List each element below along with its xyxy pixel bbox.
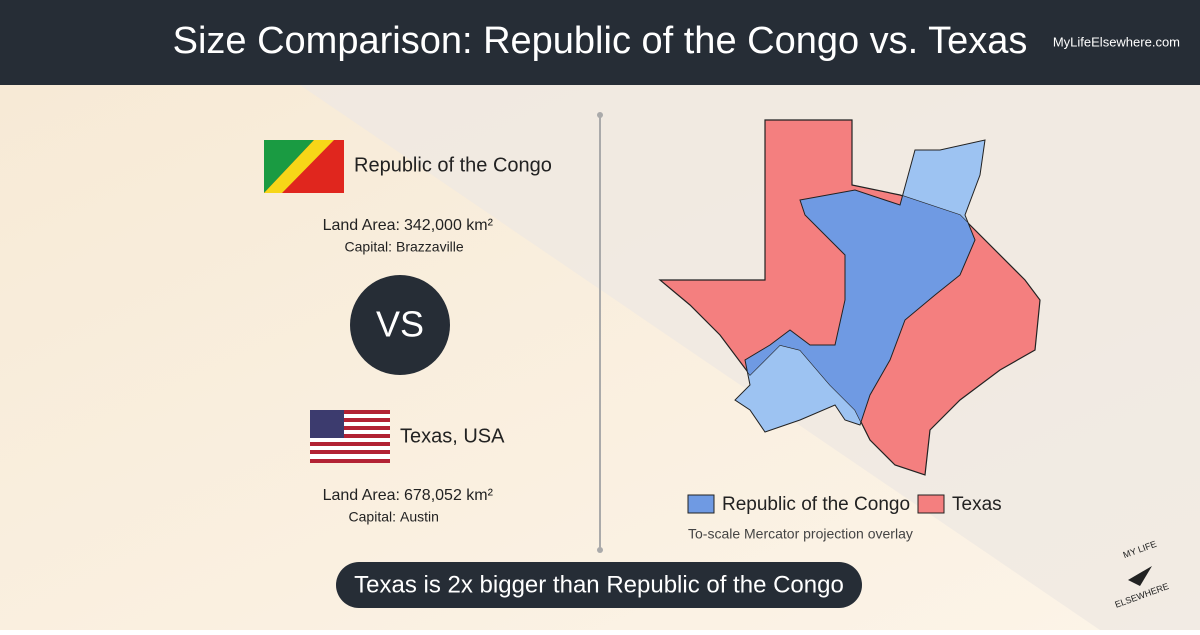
header xyxy=(0,0,1200,85)
legend-label: Republic of the Congo xyxy=(722,494,910,515)
capital-label: Capital: xyxy=(349,509,396,525)
place-name: Republic of the Congo xyxy=(354,154,552,176)
land-area: 342,000 km² xyxy=(404,217,494,234)
legend-swatch xyxy=(917,494,945,514)
title: Size Comparison: Republic of the Congo v… xyxy=(173,20,1028,62)
place-name: Texas, USA xyxy=(400,425,505,447)
land-area-label: Land Area: xyxy=(323,487,400,504)
land-area-label: Land Area: xyxy=(323,217,400,234)
divider-end xyxy=(597,547,603,553)
summary: Texas is 2x bigger than Republic of the … xyxy=(354,571,844,598)
capital: Austin xyxy=(400,509,439,525)
divider-end xyxy=(597,112,603,118)
legend-label: Texas xyxy=(952,494,1002,515)
note: To-scale Mercator projection overlay xyxy=(688,526,913,542)
summary-pill xyxy=(336,562,862,608)
site: MyLifeElsewhere.com xyxy=(1053,34,1180,49)
land-area: 678,052 km² xyxy=(404,487,494,504)
map-overlay xyxy=(658,119,1041,476)
vs-badge xyxy=(350,275,450,375)
capital: Brazzaville xyxy=(396,239,464,255)
flag-usa xyxy=(310,410,390,463)
flag-congo xyxy=(264,140,344,193)
legend-swatch xyxy=(687,494,715,514)
capital-label: Capital: xyxy=(345,239,392,255)
vs-text: VS xyxy=(376,304,424,345)
